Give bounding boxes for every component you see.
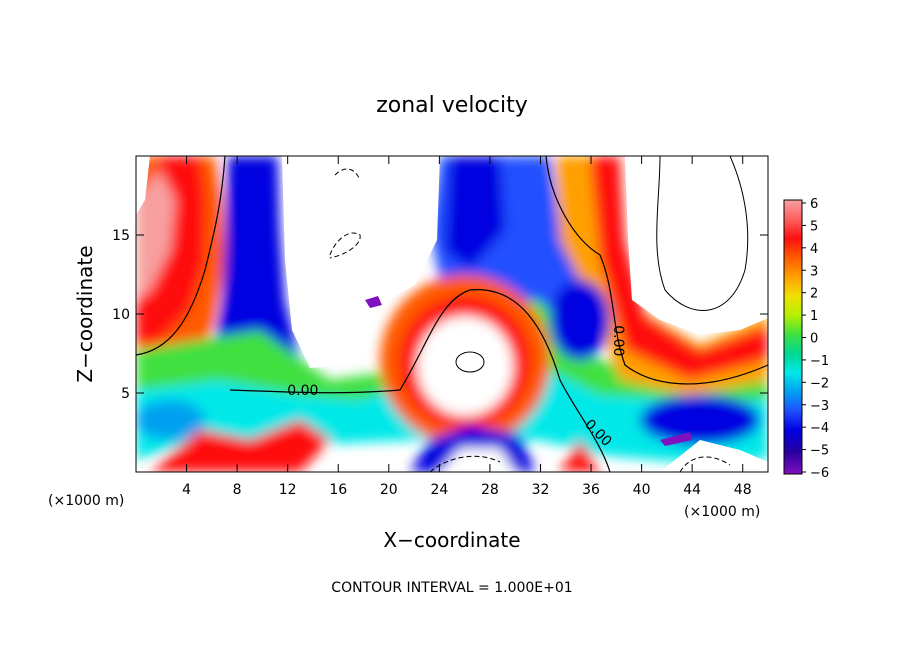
colorbar-gradient <box>783 199 803 475</box>
velocity-field <box>136 156 768 472</box>
x-tick-label: 20 <box>380 482 398 498</box>
x-tick-label: 40 <box>633 482 651 498</box>
chart-title: zonal velocity <box>376 93 528 118</box>
x-tick-label: 4 <box>182 482 191 498</box>
colorbar-tick-label: 0 <box>810 332 818 347</box>
x-unit-left: (×1000 m) <box>48 493 124 509</box>
y-tick-label: 15 <box>112 228 130 244</box>
colorbar-tick-label: −4 <box>810 421 829 436</box>
y-tick-label: 10 <box>112 307 130 323</box>
x-tick-label: 36 <box>582 482 600 498</box>
colorbar: 6 5 4 3 2 1 0 −1 −2 −3 −4 −5 −6 <box>783 197 829 481</box>
colorbar-tick-label: 4 <box>810 242 818 257</box>
x-tick-label: 44 <box>683 482 701 498</box>
colorbar-tick-label: −1 <box>810 354 829 369</box>
x-tick-label: 24 <box>430 482 448 498</box>
contour-label: 0.00 <box>610 325 626 356</box>
x-tick-label: 12 <box>279 482 297 498</box>
x-tick-label: 8 <box>233 482 242 498</box>
colorbar-tick-label: 5 <box>810 219 818 234</box>
x-tick-label: 28 <box>481 482 499 498</box>
y-axis-ticks: 5 10 15 <box>112 228 768 402</box>
colorbar-ticks: 6 5 4 3 2 1 0 −1 −2 −3 −4 −5 −6 <box>802 197 829 481</box>
contour-label: 0.00 <box>287 383 318 399</box>
colorbar-tick-label: 1 <box>810 309 818 324</box>
contour-interval-note: CONTOUR INTERVAL = 1.000E+01 <box>331 580 572 596</box>
x-tick-label: 16 <box>329 482 347 498</box>
colorbar-tick-label: −3 <box>810 399 829 414</box>
y-tick-label: 5 <box>121 386 130 402</box>
colorbar-tick-label: 3 <box>810 264 818 279</box>
colorbar-tick-label: −5 <box>810 444 829 459</box>
colorbar-tick-label: −2 <box>810 376 829 391</box>
x-tick-label: 32 <box>532 482 550 498</box>
x-axis-label: X−coordinate <box>383 528 520 552</box>
x-unit-right: (×1000 m) <box>684 504 760 520</box>
x-tick-label: 48 <box>734 482 752 498</box>
colorbar-tick-label: 6 <box>810 197 818 212</box>
y-axis-label: Z−coordinate <box>73 245 97 382</box>
colorbar-tick-label: 2 <box>810 287 818 302</box>
x-axis-ticks: 4 8 12 16 20 24 28 32 36 40 44 48 <box>182 156 752 498</box>
colorbar-tick-label: −6 <box>810 466 829 481</box>
